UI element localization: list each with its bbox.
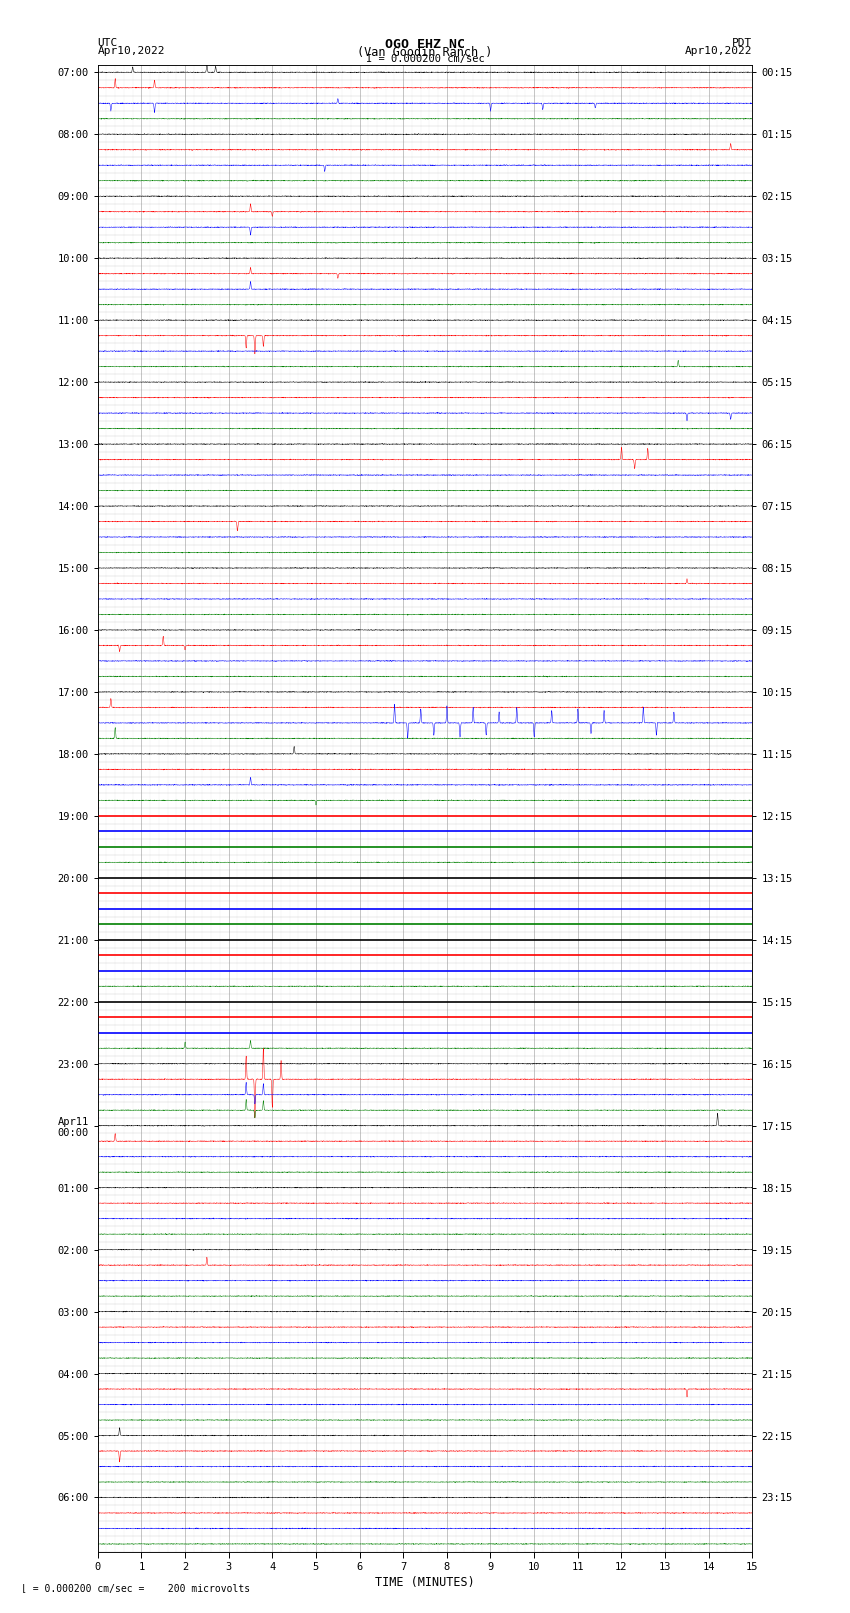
Text: I = 0.000200 cm/sec: I = 0.000200 cm/sec <box>366 53 484 65</box>
Text: Apr10,2022: Apr10,2022 <box>685 45 752 56</box>
Text: UTC: UTC <box>98 37 118 48</box>
Text: (Van Goodin Ranch ): (Van Goodin Ranch ) <box>357 45 493 60</box>
Text: Apr10,2022: Apr10,2022 <box>98 45 165 56</box>
Text: PDT: PDT <box>732 37 752 48</box>
Text: OGO EHZ NC: OGO EHZ NC <box>385 37 465 52</box>
X-axis label: TIME (MINUTES): TIME (MINUTES) <box>375 1576 475 1589</box>
Text: ⌊ = 0.000200 cm/sec =    200 microvolts: ⌊ = 0.000200 cm/sec = 200 microvolts <box>21 1584 251 1594</box>
